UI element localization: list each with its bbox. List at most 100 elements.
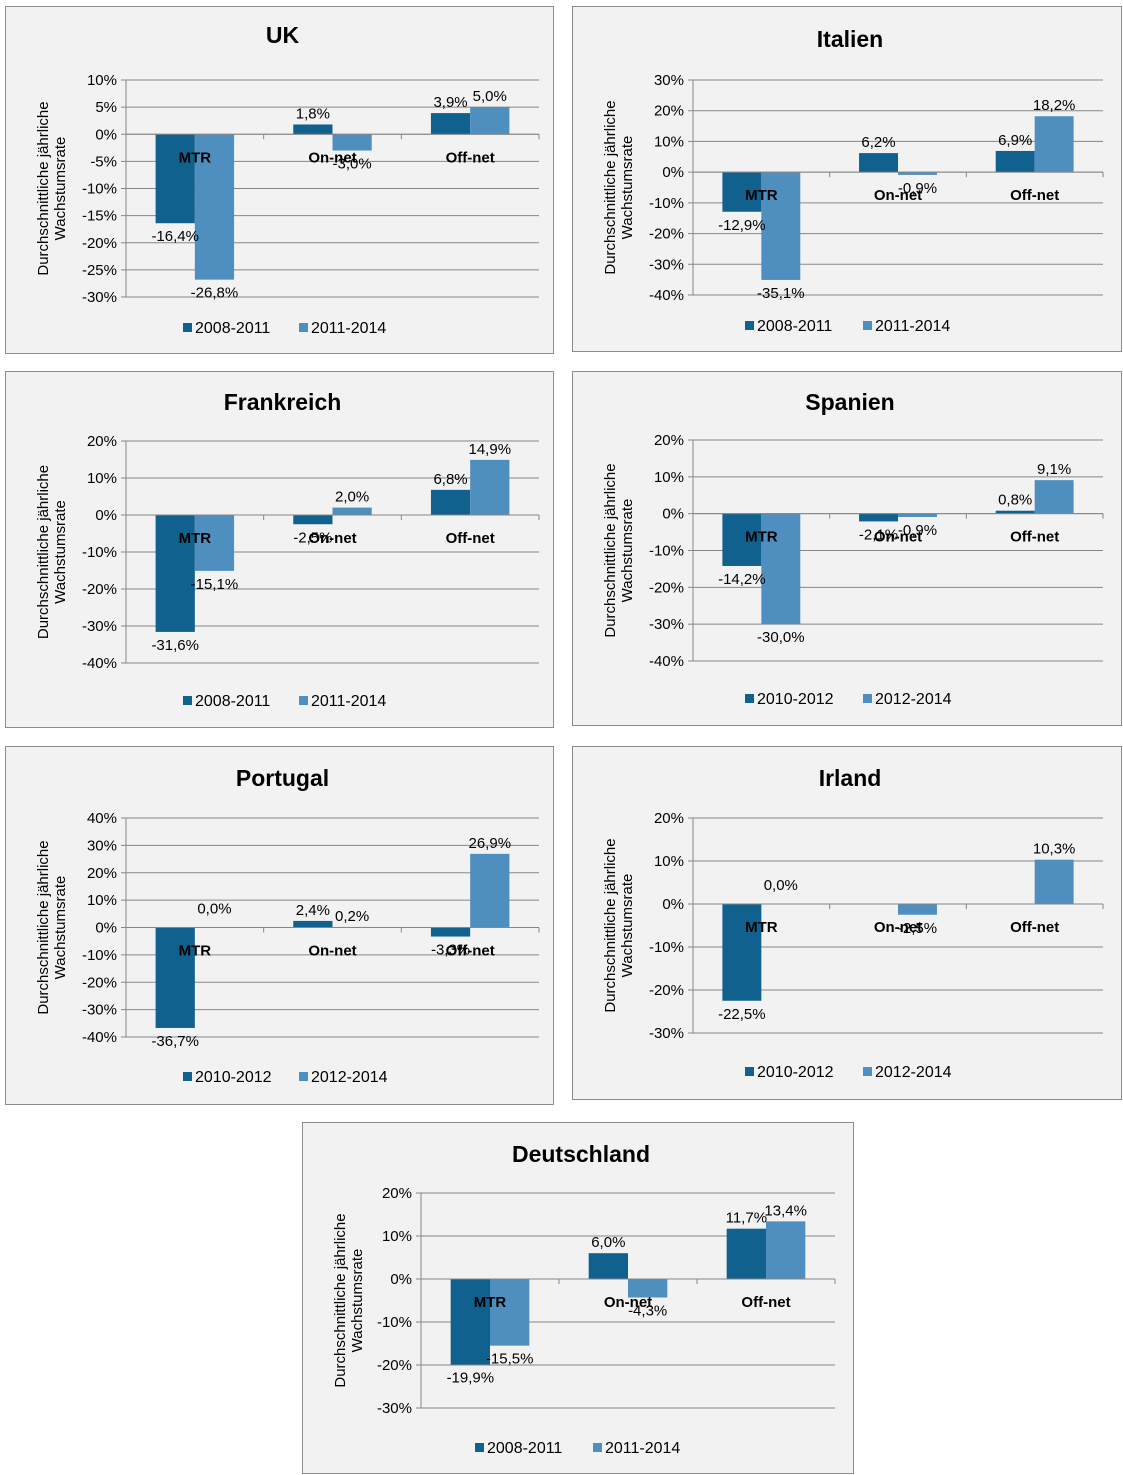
legend-swatch [863, 1067, 872, 1076]
y-tick-label: 0% [95, 920, 117, 937]
y-tick-label: -10% [649, 543, 684, 560]
data-label: 9,1% [1037, 461, 1071, 478]
chart-svg: Italien 30% 20% 10% 0% -10% -20% -30% -40% MTR On-… [602, 26, 1104, 335]
bar-2011-2014-mtr [194, 515, 235, 571]
category-label: Off-net [446, 149, 495, 166]
legend-swatch [183, 696, 192, 705]
bar-2008-2011-mtr [450, 1279, 490, 1365]
bar-2011-2014-on-net [898, 172, 937, 175]
data-label: 14,9% [469, 441, 512, 458]
legend-label: 2011-2014 [311, 320, 386, 337]
data-label: -0,9% [898, 522, 937, 539]
legend-label: 2010-2012 [757, 1064, 834, 1081]
category-label: Off-net [1010, 187, 1059, 204]
chart-panel-frankreich: Frankreich 20% 10% 0% -10% -20% -30% -40% MTR On-… [5, 371, 554, 728]
data-label: 6,8% [433, 471, 467, 488]
y-tick-label: 20% [87, 433, 117, 450]
legend-label: 2011-2014 [311, 693, 386, 710]
bar-2011-2014-mtr [490, 1279, 530, 1346]
legend-swatch [863, 321, 872, 330]
data-label: 6,2% [861, 134, 895, 151]
y-tick-label: -30% [82, 289, 117, 306]
y-axis-label: Durchschnittliche jährlicheWachstumsrate [35, 840, 69, 1014]
chart-title: Spanien [805, 389, 894, 415]
y-tick-label: -20% [649, 226, 684, 243]
y-axis-label: Durchschnittliche jährlicheWachstumsrate [602, 463, 636, 637]
data-label: 6,0% [591, 1234, 625, 1251]
legend-swatch [183, 323, 192, 332]
y-tick-label: -30% [377, 1400, 412, 1417]
chart-title: UK [266, 22, 300, 48]
category-label: Off-net [1010, 919, 1059, 936]
y-tick-label: 10% [87, 72, 117, 89]
chart-panel-italien: Italien 30% 20% 10% 0% -10% -20% -30% -40% MTR On-… [572, 6, 1122, 352]
chart-title: Italien [817, 26, 883, 52]
legend-swatch [299, 696, 308, 705]
y-tick-label: 30% [654, 72, 684, 89]
category-label: Off-net [741, 1294, 790, 1311]
y-tick-label: -20% [649, 982, 684, 999]
legend-label: 2010-2012 [195, 1069, 272, 1086]
y-tick-label: 10% [382, 1228, 412, 1245]
y-tick-label: 20% [654, 810, 684, 827]
category-label: On-net [874, 529, 922, 546]
legend-label: 2008-2011 [195, 320, 270, 337]
bar-2012-2014-off-net [1034, 480, 1074, 514]
data-label: -35,1% [757, 285, 805, 302]
bar-2010-2012-on-net [859, 513, 898, 522]
chart-panel-uk: UK 10% 5% 0% -5% -10% -15% -20% -25% -30% MTR On-ne… [5, 6, 554, 354]
category-label: MTR [179, 149, 212, 166]
bar-2010-2012-mtr [722, 904, 762, 1001]
data-label: 0,2% [335, 908, 369, 925]
y-axis-label: Durchschnittliche jährlicheWachstumsrate [35, 101, 69, 275]
bar-2011-2014-mtr [761, 172, 801, 280]
bar-2011-2014-on-net [332, 507, 372, 515]
bar-2008-2011-on-net [293, 124, 333, 135]
y-tick-label: 20% [87, 865, 117, 882]
legend-label: 2010-2012 [757, 691, 834, 708]
bar-2010-2012-on-net [293, 920, 333, 928]
legend-label: 2008-2011 [487, 1440, 562, 1457]
chart-svg: UK 10% 5% 0% -5% -10% -15% -20% -25% -30% MTR On-ne… [35, 22, 540, 337]
y-axis-label: Durchschnittliche jährlicheWachstumsrate [35, 465, 69, 639]
y-tick-label: -30% [82, 1002, 117, 1019]
category-label: MTR [745, 529, 778, 546]
category-label: On-net [604, 1294, 652, 1311]
bar-2010-2012-mtr [722, 513, 762, 566]
data-label: 0,8% [998, 492, 1032, 509]
category-label: MTR [179, 530, 212, 547]
bar-2011-2014-on-net [332, 134, 372, 151]
data-label: -19,9% [447, 1370, 495, 1387]
data-label: -16,4% [151, 228, 199, 245]
chart-svg: Irland 20% 10% 0% -10% -20% -30% MTR On-net Off-n… [602, 765, 1104, 1081]
y-tick-label: 5% [95, 99, 117, 116]
bar-2008-2011-off-net [430, 113, 471, 135]
bar-2012-2014-on-net [898, 513, 937, 517]
data-label: 1,8% [296, 105, 330, 122]
category-label: On-net [874, 919, 922, 936]
data-label: -31,6% [151, 637, 199, 654]
y-tick-label: -20% [649, 579, 684, 596]
y-tick-label: -40% [82, 1029, 117, 1046]
y-tick-label: 0% [95, 507, 117, 524]
data-label: 6,9% [998, 132, 1032, 149]
data-label: -3,0% [333, 156, 372, 173]
bar-2008-2011-off-net [995, 150, 1035, 173]
data-label: 3,9% [433, 94, 467, 111]
y-axis-label: Durchschnittliche jährlicheWachstumsrate [332, 1213, 366, 1387]
chart-title: Irland [819, 765, 882, 791]
y-tick-label: -30% [649, 616, 684, 633]
category-label: On-net [308, 149, 356, 166]
data-label: -3,3% [431, 942, 470, 959]
y-tick-label: -40% [649, 287, 684, 304]
data-label: -4,3% [628, 1302, 667, 1319]
bar-2011-2014-off-net [470, 107, 510, 135]
bar-2011-2014-on-net [628, 1279, 668, 1298]
chart-title: Portugal [236, 765, 329, 791]
y-tick-label: 20% [382, 1185, 412, 1202]
category-label: On-net [308, 943, 356, 960]
category-label: MTR [474, 1294, 507, 1311]
y-tick-label: -30% [649, 256, 684, 273]
bar-2011-2014-off-net [470, 459, 510, 515]
chart-svg: Frankreich 20% 10% 0% -10% -20% -30% -40% MTR On-… [35, 389, 540, 710]
